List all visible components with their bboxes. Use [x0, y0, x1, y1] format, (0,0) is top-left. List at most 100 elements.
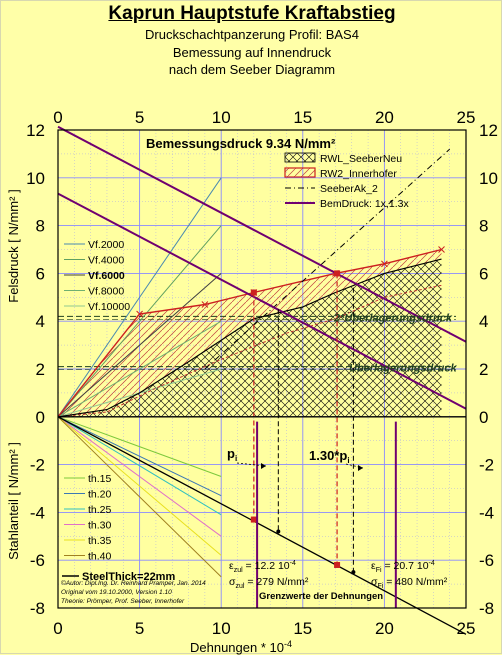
- y-tick-label-right: 12: [479, 121, 498, 140]
- y-tick-label-right: 4: [479, 312, 488, 331]
- y-tick-label-right: 8: [479, 217, 488, 236]
- vf-legend-label: Vf.10000: [88, 301, 130, 313]
- ueberlagerung2-label: 2*Überlagerungsdruck: [333, 311, 453, 324]
- y-tick-label-left: -4: [30, 503, 45, 522]
- legend-swatch-seeber: [284, 152, 316, 163]
- y-axis-label-top: Felsdruck [ N/mm² ]: [6, 189, 21, 302]
- vf-line-vf-8000: [57, 320, 222, 418]
- y-tick-label-right: -8: [479, 599, 494, 618]
- bemdruck-line: [57, 192, 467, 410]
- y-tick-label-left: 4: [36, 312, 45, 331]
- y-tick-label-right: -2: [479, 456, 494, 475]
- author-line: Original vom 19.10.2000, Version 1.10: [61, 589, 172, 596]
- th-line-th-30: [57, 416, 222, 537]
- x-tick-label-bottom: 20: [375, 619, 394, 638]
- y-tick-label-left: 10: [26, 169, 45, 188]
- innerhofer-marker: [136, 310, 143, 318]
- seeber-hatch-area: [58, 259, 442, 417]
- seeber-drop-marker: [276, 529, 281, 534]
- th-line-th-40: [57, 416, 222, 578]
- y-tick-label-right: 0: [479, 408, 488, 427]
- x-tick-label-bottom: 0: [53, 619, 62, 638]
- legend-label: BemDruck: 1x,1.3x: [320, 198, 409, 210]
- pi-arrow-head: [261, 463, 266, 469]
- bemdruck-line: [57, 125, 467, 343]
- x-tick-label-bottom: 15: [293, 619, 312, 638]
- x-tick-label-top: 5: [135, 108, 144, 127]
- x-tick-label-bottom: 5: [135, 619, 144, 638]
- y-tick-label-left: -6: [30, 551, 45, 570]
- innerhofer-marker: [381, 260, 388, 268]
- th-line-th-15: [57, 416, 222, 477]
- seeber-drop-marker: [351, 570, 356, 575]
- vf-legend-label: Vf.2000: [88, 239, 124, 251]
- y-tick-label-right: -4: [479, 503, 494, 522]
- th-line-th-25: [57, 416, 222, 516]
- vf-legend-label: Vf.4000: [88, 255, 124, 267]
- th-legend-label: th.15: [88, 473, 112, 485]
- pi13-arrow-head: [358, 465, 363, 471]
- eps-zul-annotation: εzul = 12.2 10-4: [229, 560, 296, 574]
- y-tick-label-left: 12: [26, 121, 45, 140]
- intersection-marker: [250, 289, 257, 296]
- innerhofer-marker: [438, 246, 445, 253]
- y-tick-label-right: 10: [479, 169, 498, 188]
- x-axis-label: Dehnungen * 10-4: [190, 639, 292, 655]
- vf-line-vf-4000: [57, 225, 222, 418]
- ueberlagerung-label: Überlagerungsdruck: [349, 362, 457, 375]
- vf-line-vf-6000: [57, 273, 222, 418]
- seeber-ak2-line: [204, 148, 451, 370]
- grenzwerte-label: Grenzwerte der Dehnungen: [259, 591, 383, 602]
- chart-subtitle-method: nach dem Seeber Diagramm: [168, 62, 336, 77]
- intersection-marker-low: [250, 516, 257, 523]
- y-tick-label-left: -2: [30, 456, 45, 475]
- th-legend-label: th.25: [88, 504, 112, 516]
- th-legend-label: th.30: [88, 520, 112, 532]
- y-tick-label-right: 6: [479, 264, 488, 283]
- vf-legend-label: Vf.8000: [88, 286, 124, 298]
- x-tick-label-top: 15: [293, 108, 312, 127]
- legend-label: RW2_Innerhofer: [320, 168, 397, 180]
- vf-line-vf-2000: [57, 177, 222, 418]
- chart-subtitle-design: Bemessung auf Innendruck: [172, 45, 332, 60]
- author-line: Theorie: Prömper, Prof. Seeber, Innerhof…: [61, 598, 185, 605]
- x-tick-label-bottom: 10: [212, 619, 231, 638]
- sig-fi-annotation: σFi = 480 N/mm²: [371, 576, 448, 590]
- th-legend-label: th.40: [88, 551, 112, 563]
- y-tick-label-right: 2: [479, 360, 488, 379]
- x-tick-label-top: 20: [375, 108, 394, 127]
- y-tick-label-left: 2: [36, 360, 45, 379]
- y-axis-label-bottom: Stahlanteil [ N/mm² ]: [6, 442, 21, 560]
- bemessungsdruck-label: Bemessungsdruck 9.34 N/mm²: [146, 136, 336, 151]
- steel-thick-line: [57, 416, 467, 635]
- x-tick-label-bottom: 25: [457, 619, 476, 638]
- intersection-marker-low: [334, 561, 341, 568]
- plot-frame: [57, 129, 467, 609]
- legend-label: SeeberAk_2: [320, 183, 378, 195]
- vf-legend-label: Vf.6000: [88, 270, 125, 282]
- th-line-th-20: [57, 416, 222, 497]
- x-tick-label-top: 25: [457, 108, 476, 127]
- y-tick-label-left: -8: [30, 599, 45, 618]
- th-legend-label: th.35: [88, 535, 112, 547]
- y-tick-label-left: 0: [36, 408, 45, 427]
- chart-subtitle-profile: Druckschachtpanzerung Profil: BAS4: [145, 27, 359, 42]
- eps-fi-annotation: εFi = 20.7 10-4: [371, 560, 435, 574]
- innerhofer-marker: [201, 301, 209, 308]
- pi-label: pi: [227, 446, 237, 463]
- sig-zul-annotation: σzul = 279 N/mm²: [229, 576, 309, 590]
- legend-swatch-innerhofer: [284, 167, 316, 178]
- pi13-label: 1.30*pi: [309, 448, 350, 465]
- y-tick-label-left: 6: [36, 264, 45, 283]
- seeber-lower-curve: [57, 284, 442, 418]
- x-tick-label-top: 10: [212, 108, 231, 127]
- pi13-arrow: [345, 463, 364, 469]
- intersection-marker: [334, 270, 341, 277]
- author-line: ©Autor: Dipl.Ing. Dr. Reinhard Pramper, …: [61, 579, 206, 587]
- th-legend-label: th.20: [88, 489, 112, 501]
- innerhofer-hatch-area: [58, 249, 442, 417]
- y-tick-label-right: -6: [479, 551, 494, 570]
- x-tick-label-top: 0: [53, 108, 62, 127]
